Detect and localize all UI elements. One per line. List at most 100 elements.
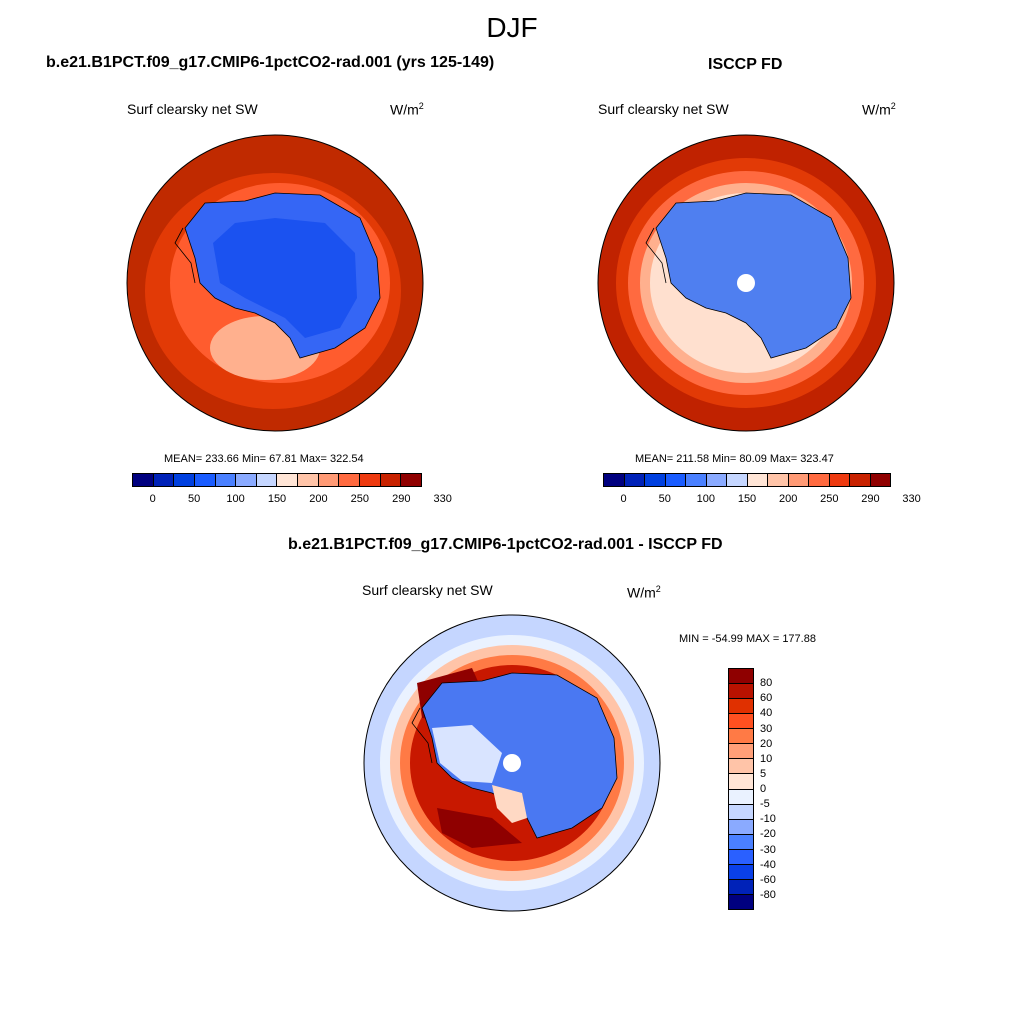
- colorbar-swatch: [747, 474, 768, 486]
- colorbar-tick-label: 250: [820, 493, 839, 505]
- panel2-colorbar: [603, 473, 891, 487]
- colorbar-tick-label: 150: [737, 493, 757, 505]
- panel2-peninsula: [645, 227, 667, 284]
- colorbar-swatch: [850, 474, 871, 486]
- colorbar-tick-label: 290: [392, 493, 411, 505]
- panel2-title: ISCCP FD: [708, 56, 783, 73]
- colorbar-swatch: [360, 474, 381, 486]
- colorbar-tick-label: -80: [760, 888, 776, 901]
- panel3-units-exp: 2: [655, 584, 661, 594]
- panel3-map-border: [363, 614, 661, 912]
- colorbar-swatch: [729, 714, 753, 730]
- panel2-units-text: W/m: [862, 101, 891, 118]
- colorbar-tick-label: 50: [658, 493, 671, 505]
- colorbar-swatch: [236, 474, 257, 486]
- colorbar-tick-label: 330: [902, 493, 921, 505]
- panel3-antarctica: [421, 672, 618, 839]
- colorbar-swatch: [339, 474, 361, 486]
- panel3-field-hotspot-south: [437, 808, 522, 848]
- panel1-polar-map: [126, 134, 424, 432]
- colorbar-swatch: [729, 879, 753, 895]
- panel2-pole-hole: [737, 274, 755, 292]
- colorbar-tick-label: 100: [226, 493, 245, 505]
- colorbar-swatch: [729, 849, 753, 865]
- colorbar-tick-label: 50: [188, 493, 201, 505]
- colorbar-swatch: [174, 474, 195, 486]
- colorbar-swatch: [133, 474, 154, 486]
- panel3-title: b.e21.B1PCT.f09_g17.CMIP6-1pctCO2-rad.00…: [288, 536, 723, 553]
- colorbar-swatch: [788, 474, 809, 486]
- colorbar-tick-label: 0: [149, 493, 156, 505]
- panel2-polar-map: [597, 134, 895, 432]
- colorbar-tick-label: 80: [760, 677, 773, 690]
- colorbar-swatch: [729, 669, 753, 685]
- colorbar-tick-label: 200: [309, 493, 328, 505]
- panel1-antarctica-interior: [213, 218, 357, 338]
- panel1-title: b.e21.B1PCT.f09_g17.CMIP6-1pctCO2-rad.00…: [46, 54, 495, 71]
- colorbar-swatch: [401, 474, 421, 486]
- panel3-pole-hole: [503, 754, 521, 772]
- colorbar-swatch: [665, 474, 686, 486]
- colorbar-swatch: [380, 474, 402, 486]
- panel3-units: W/m2: [627, 584, 661, 601]
- panel1-variable-label: Surf clearsky net SW: [127, 101, 258, 117]
- colorbar-swatch: [729, 729, 753, 745]
- colorbar-swatch: [153, 474, 175, 486]
- colorbar-tick-label: 100: [696, 493, 716, 505]
- colorbar-swatch: [624, 474, 645, 486]
- panel1-map-border: [126, 134, 424, 432]
- panel1-stats: MEAN= 233.66 Min= 67.81 Max= 322.54: [164, 453, 364, 465]
- colorbar-tick-label: 290: [861, 493, 880, 505]
- panel3-colorbar: [728, 668, 754, 910]
- colorbar-tick-label: 200: [778, 493, 798, 505]
- colorbar-swatch: [298, 474, 319, 486]
- panel2-map-border: [597, 134, 895, 432]
- colorbar-swatch: [604, 474, 625, 486]
- colorbar-swatch: [729, 699, 753, 715]
- panel2-stats: MEAN= 211.58 Min= 80.09 Max= 323.47: [635, 453, 834, 465]
- panel1-units-exp: 2: [418, 101, 424, 111]
- colorbar-swatch: [729, 894, 753, 909]
- colorbar-tick-label: 10: [760, 752, 773, 765]
- panel1-units: W/m2: [390, 101, 424, 118]
- panel1-units-text: W/m: [390, 101, 419, 118]
- colorbar-swatch: [318, 474, 340, 486]
- colorbar-swatch: [729, 759, 753, 775]
- colorbar-swatch: [277, 474, 299, 486]
- colorbar-tick-label: 60: [760, 692, 773, 705]
- colorbar-swatch: [729, 864, 753, 880]
- panel3-field-west-antarctica: [432, 725, 502, 783]
- panel3-peninsula: [411, 707, 433, 764]
- colorbar-swatch: [729, 744, 753, 760]
- colorbar-tick-label: 330: [433, 493, 452, 505]
- colorbar-tick-label: 30: [760, 722, 773, 735]
- panel3-units-text: W/m: [627, 584, 656, 601]
- panel2-units-exp: 2: [890, 101, 896, 111]
- panel2-variable-label: Surf clearsky net SW: [598, 101, 729, 117]
- panel3-polar-map: [363, 614, 661, 912]
- colorbar-swatch: [729, 834, 753, 850]
- colorbar-tick-label: 40: [760, 707, 773, 720]
- colorbar-tick-label: 0: [620, 493, 627, 505]
- colorbar-tick-label: 150: [267, 493, 287, 505]
- panel3-field-weddell: [492, 785, 527, 823]
- colorbar-swatch: [729, 774, 753, 790]
- colorbar-swatch: [729, 804, 753, 820]
- panel2-units: W/m2: [862, 101, 896, 118]
- panel2-antarctica: [655, 192, 852, 359]
- figure-title: DJF: [486, 12, 538, 43]
- colorbar-tick-label: -40: [760, 858, 776, 871]
- panel1-colorbar: [132, 473, 422, 487]
- colorbar-tick-label: 0: [760, 783, 767, 795]
- colorbar-swatch: [729, 819, 753, 835]
- colorbar-swatch: [706, 474, 727, 486]
- colorbar-tick-label: -30: [760, 843, 776, 856]
- colorbar-tick-label: -5: [760, 798, 770, 811]
- colorbar-tick-label: -10: [760, 813, 776, 826]
- panel3-variable-label: Surf clearsky net SW: [362, 582, 493, 598]
- colorbar-swatch: [729, 789, 753, 805]
- colorbar-tick-label: -60: [760, 873, 776, 886]
- colorbar-tick-label: -20: [760, 828, 776, 841]
- colorbar-swatch: [870, 474, 890, 486]
- colorbar-swatch: [645, 474, 666, 486]
